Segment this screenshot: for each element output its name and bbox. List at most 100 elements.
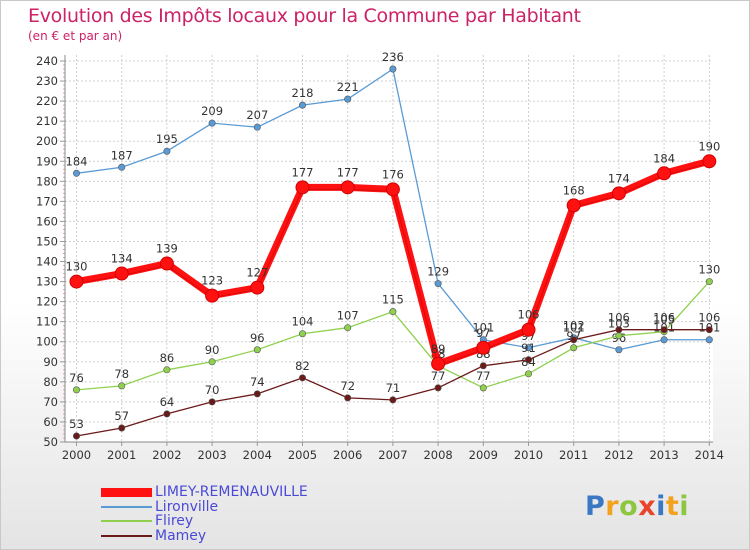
data-point-lironville	[298, 101, 306, 109]
data-point-mamey	[660, 326, 668, 334]
x-tick-label: 2006	[333, 448, 362, 462]
x-tick-label: 2011	[559, 448, 588, 462]
x-tick-label: 2009	[469, 448, 498, 462]
data-label-limey-remenauville: 139	[156, 242, 178, 256]
data-label-limey-remenauville: 184	[653, 151, 675, 165]
data-point-lironville	[73, 169, 81, 177]
data-point-mamey	[479, 362, 487, 370]
logo-letter: t	[665, 491, 680, 522]
legend-item-flirey: Flirey	[101, 513, 308, 530]
logo-letter: r	[605, 491, 620, 522]
data-label-mamey: 82	[295, 359, 310, 373]
legend-swatch	[101, 487, 152, 497]
data-point-limey-remenauville	[431, 356, 446, 371]
data-label-flirey: 77	[476, 369, 491, 383]
data-point-flirey	[524, 370, 532, 378]
data-point-limey-remenauville	[295, 180, 310, 195]
data-label-limey-remenauville: 97	[476, 326, 491, 340]
chart-title: Evolution des Impôts locaux pour la Comm…	[28, 5, 581, 27]
data-label-mamey: 71	[386, 381, 401, 395]
y-tick-label: 90	[43, 355, 58, 369]
data-label-mamey: 91	[521, 341, 536, 355]
data-label-limey-remenauville: 176	[382, 167, 404, 181]
data-label-mamey: 106	[698, 311, 720, 325]
data-point-limey-remenauville	[205, 288, 220, 303]
data-label-mamey: 101	[563, 321, 585, 335]
data-point-flirey	[253, 346, 261, 354]
legend-label: Flirey	[155, 513, 194, 530]
legend-swatch	[101, 520, 152, 523]
y-tick-label: 110	[36, 315, 58, 329]
data-label-mamey: 53	[69, 417, 84, 431]
data-point-limey-remenauville	[114, 266, 129, 281]
data-label-limey-remenauville: 168	[563, 183, 585, 197]
data-label-lironville: 218	[292, 86, 314, 100]
data-point-mamey	[705, 326, 713, 334]
data-point-lironville	[434, 280, 442, 288]
data-label-limey-remenauville: 177	[337, 165, 359, 179]
data-label-lironville: 102	[563, 319, 585, 333]
data-label-limey-remenauville: 127	[246, 266, 268, 280]
data-label-flirey: 105	[653, 313, 675, 327]
data-label-flirey: 76	[69, 371, 84, 385]
data-point-flirey	[705, 278, 713, 286]
data-point-flirey	[208, 358, 216, 366]
logo-letter: i	[656, 491, 666, 522]
data-label-lironville: 187	[111, 148, 133, 162]
data-point-mamey	[615, 326, 623, 334]
data-point-limey-remenauville	[611, 186, 626, 201]
data-point-lironville	[253, 123, 261, 131]
x-tick-label: 2003	[197, 448, 226, 462]
data-point-flirey	[344, 324, 352, 332]
y-tick-label: 80	[43, 375, 58, 389]
data-label-lironville: 207	[246, 108, 268, 122]
data-point-lironville	[163, 147, 171, 155]
y-tick-label: 200	[36, 134, 58, 148]
data-point-limey-remenauville	[521, 322, 536, 337]
data-point-limey-remenauville	[702, 154, 717, 169]
data-point-mamey	[163, 410, 171, 418]
x-tick-label: 2010	[514, 448, 543, 462]
data-label-flirey: 86	[160, 351, 175, 365]
data-point-mamey	[344, 394, 352, 402]
x-tick-label: 2002	[152, 448, 181, 462]
data-label-flirey: 104	[292, 315, 314, 329]
logo-letter: i	[679, 491, 690, 522]
data-point-mamey	[298, 374, 306, 382]
data-label-limey-remenauville: 106	[518, 308, 540, 322]
data-label-limey-remenauville: 130	[66, 260, 88, 274]
data-label-limey-remenauville: 174	[608, 171, 630, 185]
data-label-mamey: 74	[250, 375, 265, 389]
y-tick-label: 180	[36, 174, 58, 188]
data-point-flirey	[118, 382, 126, 390]
y-tick-label: 120	[36, 295, 58, 309]
legend-item-limey-remenauville: LIMEY-REMENAUVILLE	[101, 484, 308, 500]
data-point-limey-remenauville	[250, 280, 265, 295]
data-point-mamey	[389, 396, 397, 404]
data-point-limey-remenauville	[476, 340, 491, 355]
y-tick-label: 140	[36, 255, 58, 269]
data-label-lironville: 184	[66, 154, 88, 168]
data-label-lironville: 221	[337, 80, 359, 94]
plot-area	[65, 55, 713, 442]
data-point-flirey	[570, 344, 578, 352]
y-tick-label: 70	[43, 395, 58, 409]
x-tick-label: 2005	[288, 448, 317, 462]
logo-letter: P	[585, 491, 606, 522]
y-tick-label: 60	[43, 415, 58, 429]
data-point-flirey	[615, 332, 623, 340]
data-label-mamey: 77	[431, 369, 446, 383]
data-point-lironville	[118, 163, 126, 171]
y-tick-label: 100	[36, 335, 58, 349]
data-point-lironville	[389, 65, 397, 73]
data-point-mamey	[118, 424, 126, 432]
data-label-limey-remenauville: 123	[201, 274, 223, 288]
legend-item-mamey: Mamey	[101, 528, 308, 544]
x-tick-label: 2013	[649, 448, 678, 462]
data-label-limey-remenauville: 134	[111, 252, 133, 266]
data-point-mamey	[570, 336, 578, 344]
y-tick-label: 220	[36, 94, 58, 108]
data-point-limey-remenauville	[340, 180, 355, 195]
y-tick-label: 240	[36, 54, 58, 68]
data-point-limey-remenauville	[159, 256, 174, 271]
